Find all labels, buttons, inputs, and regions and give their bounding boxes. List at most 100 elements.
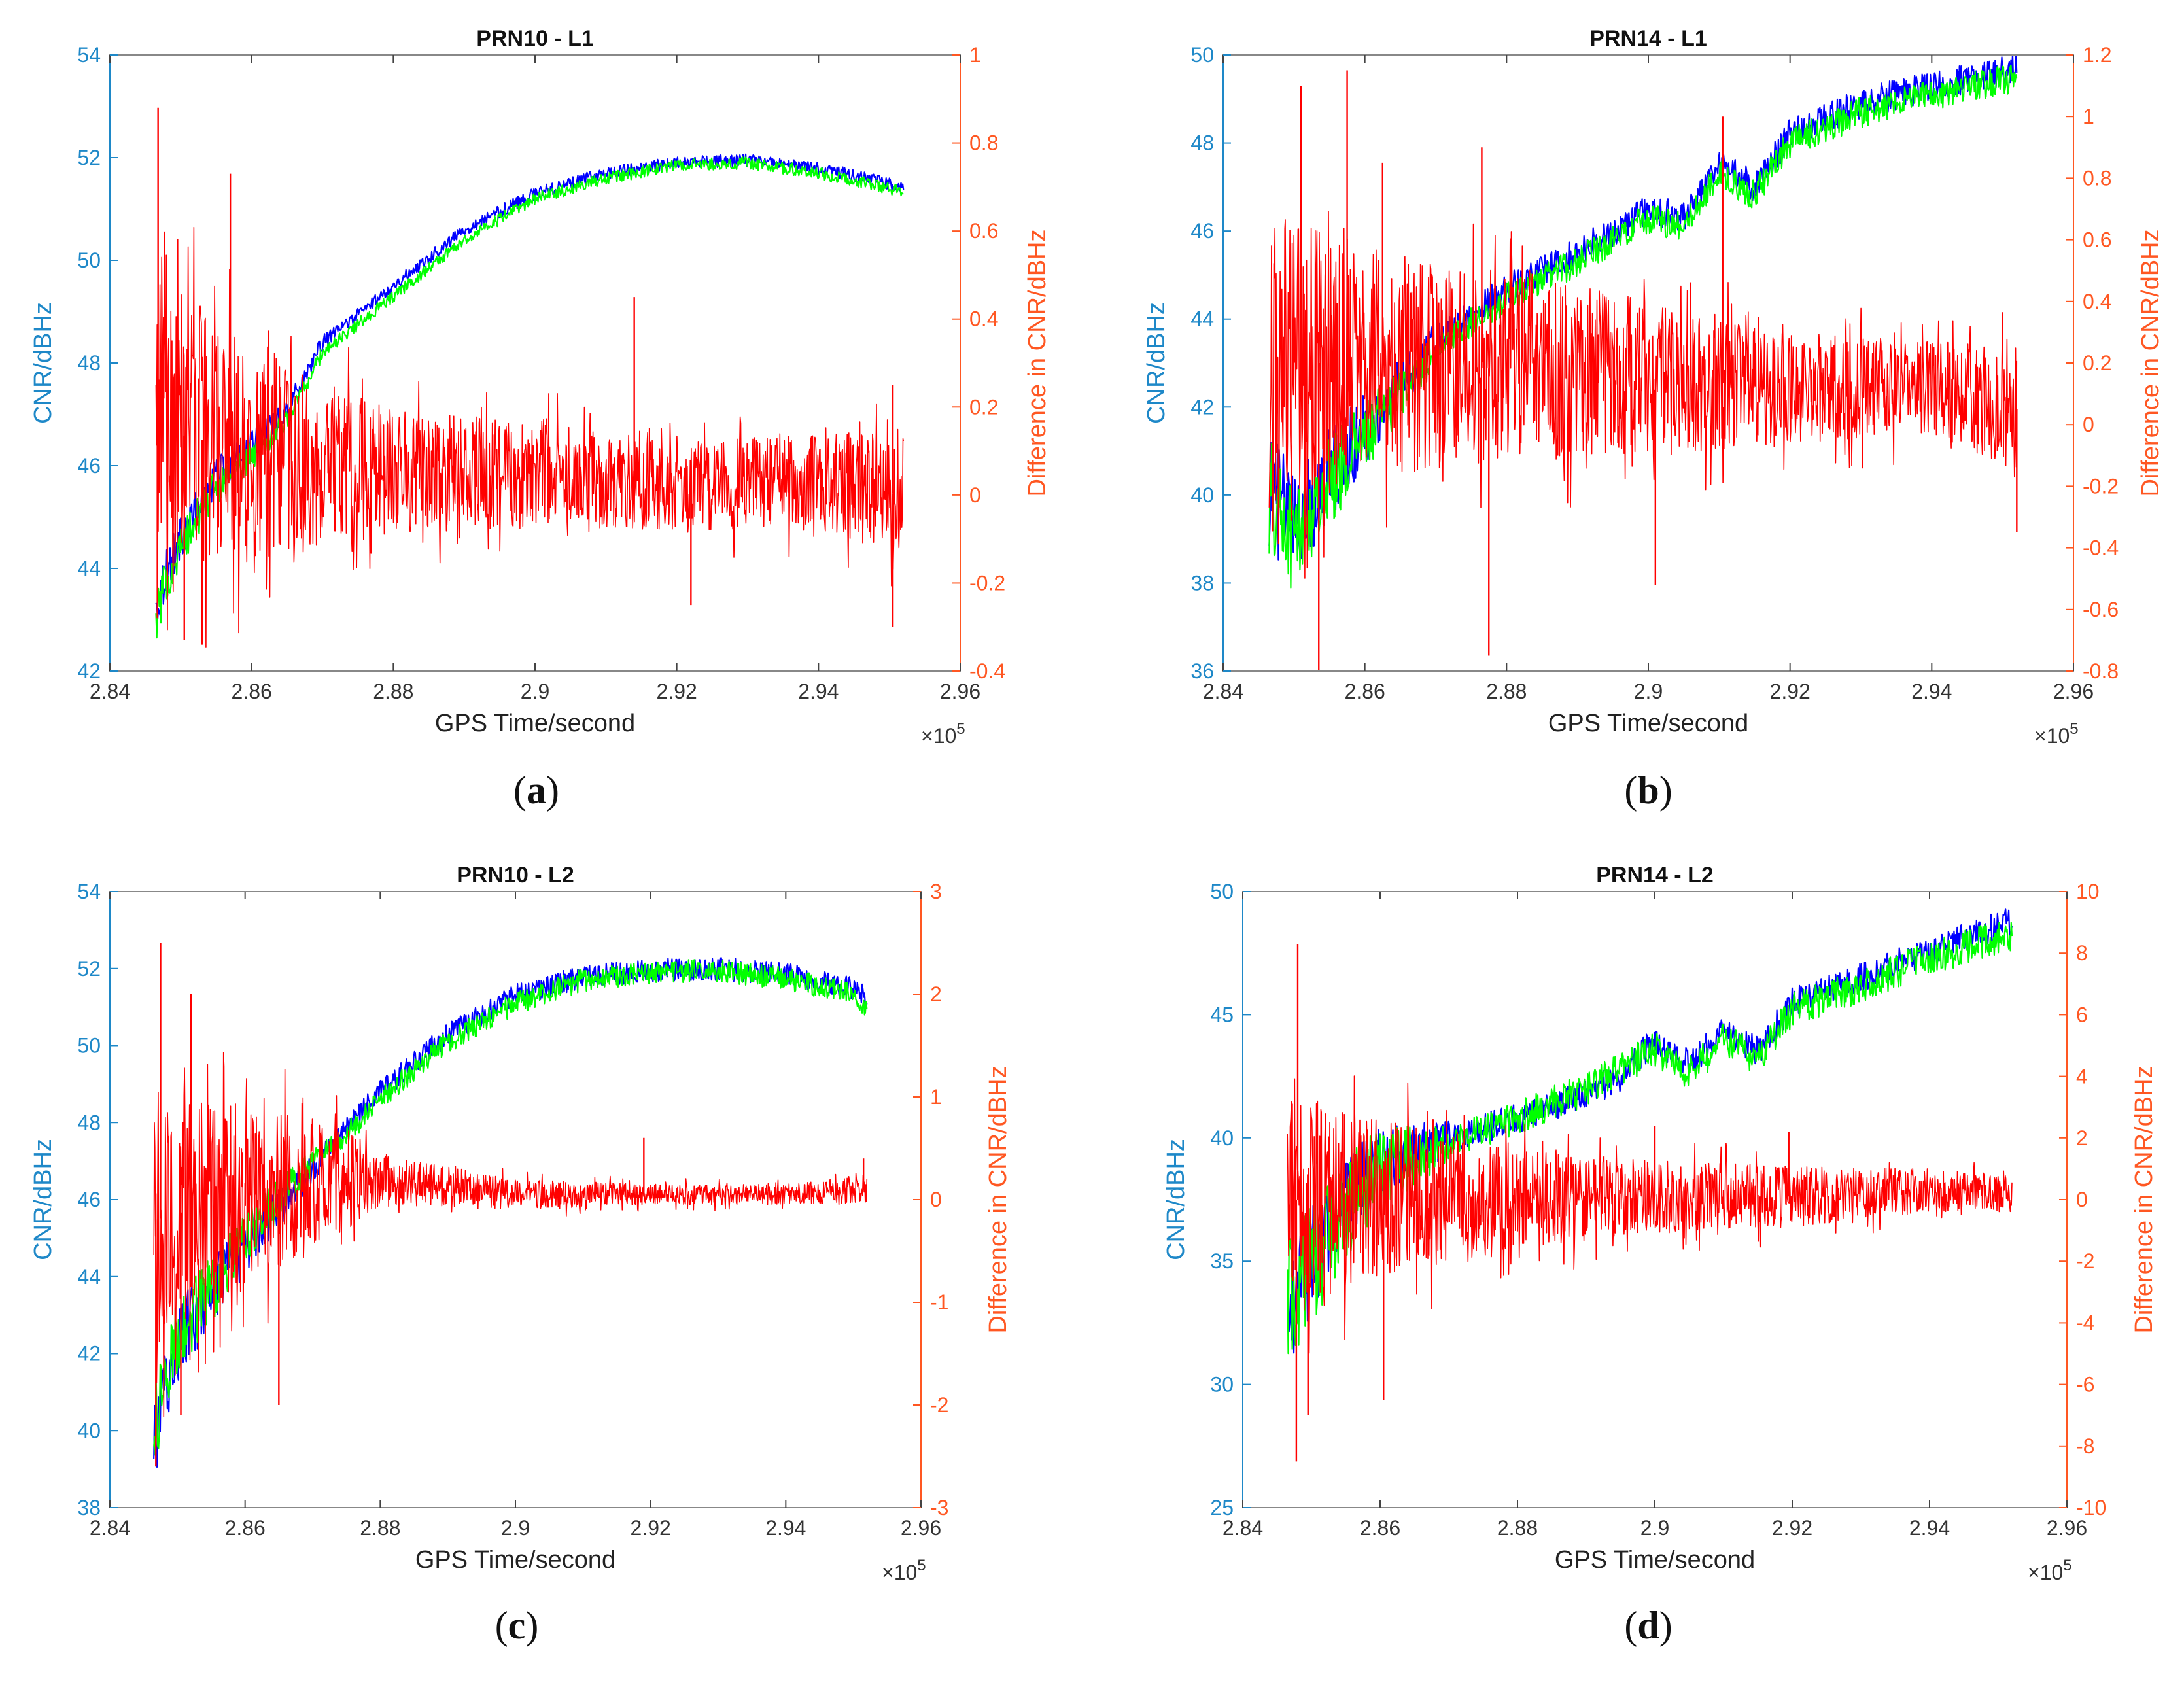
y-tick-label: 42 [1190, 395, 1214, 419]
x-tick-label: 2.92 [1770, 680, 1811, 703]
y-tick-label: 40 [1190, 483, 1214, 507]
y2-axis-label: Difference in CNR/dBHz [1024, 229, 1051, 496]
y-tick-label: 50 [1190, 43, 1214, 67]
chart-title: PRN10 - L2 [457, 863, 574, 888]
y2-tick-label: 0 [2083, 413, 2094, 436]
x-tick-label: 2.88 [1486, 680, 1527, 703]
x-multiplier: ×105 [921, 720, 965, 748]
y-tick-label: 50 [1210, 880, 1234, 903]
plot-area [110, 55, 960, 671]
x-tick-label: 2.86 [225, 1516, 266, 1540]
chart-title: PRN14 - L2 [1596, 863, 1714, 888]
series-line-red-a [155, 226, 905, 648]
x-tick-label: 2.86 [1360, 1516, 1400, 1540]
x-tick-label: 2.84 [90, 1516, 130, 1540]
y-tick-label: 50 [77, 1034, 101, 1058]
y-tick-label: 44 [77, 1265, 101, 1289]
y-tick-label: 38 [77, 1496, 101, 1519]
y-tick-label: 50 [77, 249, 101, 272]
subfigure-label: (b) [1624, 769, 1672, 812]
y2-tick-label: -1 [930, 1291, 948, 1314]
y2-tick-label: 6 [2076, 1003, 2088, 1026]
y-tick-label: 30 [1210, 1373, 1234, 1396]
y2-tick-label: -2 [930, 1393, 948, 1417]
x-multiplier-exponent: 5 [956, 720, 965, 738]
series-line-red-b [1268, 211, 2018, 579]
y2-tick-label: -3 [930, 1496, 948, 1519]
y-tick-label: 46 [77, 1188, 101, 1211]
y2-tick-label: -6 [2076, 1373, 2094, 1396]
x-multiplier-base: ×10 [2028, 1561, 2063, 1584]
y-tick-label: 48 [77, 351, 101, 375]
y2-tick-label: 0 [930, 1188, 942, 1211]
x-axis-label: GPS Time/second [1555, 1546, 1755, 1574]
x-tick-label: 2.84 [1203, 680, 1243, 703]
y-axis-label: CNR/dBHz [29, 302, 57, 424]
y-axis-label: CNR/dBHz [1162, 1139, 1190, 1260]
y2-tick-label: -0.2 [2083, 474, 2119, 498]
subfigure-paren-open: ( [513, 769, 527, 812]
subfigure-paren-close: ) [546, 769, 559, 812]
subfigure-paren-open: ( [1624, 769, 1637, 812]
y2-tick-label: -0.4 [969, 659, 1005, 683]
subfigure-paren-open: ( [1624, 1604, 1637, 1647]
x-multiplier-exponent: 5 [917, 1557, 926, 1574]
y-tick-label: 42 [77, 1342, 101, 1366]
y-axis-label: CNR/dBHz [1143, 302, 1170, 424]
y-tick-label: 46 [1190, 219, 1214, 243]
y2-tick-label: 1 [969, 43, 981, 67]
y2-tick-label: -0.4 [2083, 536, 2119, 560]
y2-tick-label: 2 [930, 982, 942, 1006]
y-tick-label: 54 [77, 43, 101, 67]
chart-panel-a: 2.84 2.86 2.88 2.9 2.92 2.94 2.964244464850525… [29, 26, 1051, 812]
y-tick-label: 35 [1210, 1249, 1234, 1273]
data-layer [1287, 908, 2013, 1462]
subfigure-label: (a) [513, 769, 559, 812]
subfigure-paren-close: ) [1659, 769, 1673, 812]
series-line-red-c [153, 1052, 868, 1417]
x-multiplier-base: ×10 [2034, 724, 2070, 748]
y2-tick-label: 0.6 [2083, 228, 2111, 252]
x-tick-label: 2.92 [631, 1516, 671, 1540]
y-tick-label: 42 [77, 659, 101, 683]
x-multiplier-base: ×10 [921, 724, 956, 748]
subfigure-label: (c) [495, 1604, 539, 1647]
y2-tick-label: 0 [969, 483, 981, 507]
x-tick-label: 2.94 [765, 1516, 806, 1540]
y-tick-label: 40 [1210, 1126, 1234, 1150]
chart-panel-d: 2.84 2.86 2.88 2.9 2.92 2.94 2.96253035404550-… [1162, 863, 2158, 1647]
x-tick-label: 2.86 [232, 680, 272, 703]
subfigure-letter: d [1637, 1604, 1659, 1647]
y2-tick-label: 1 [930, 1085, 942, 1109]
subfigure-letter: b [1637, 769, 1659, 812]
subfigure-paren-close: ) [1659, 1604, 1673, 1647]
subfigure-paren-open: ( [495, 1604, 508, 1647]
y2-axis-label: Difference in CNR/dBHz [2130, 1066, 2158, 1333]
y2-tick-label: 0.4 [969, 307, 998, 331]
y2-tick-label: 4 [2076, 1065, 2088, 1088]
y-axis-label: CNR/dBHz [29, 1139, 57, 1260]
y-tick-label: 40 [77, 1419, 101, 1442]
y2-tick-label: -0.2 [969, 571, 1005, 595]
x-tick-label: 2.88 [360, 1516, 400, 1540]
subfigure-letter: a [527, 769, 546, 812]
y2-tick-label: 0.2 [969, 395, 998, 419]
x-tick-label: 2.94 [798, 680, 839, 703]
y-tick-label: 45 [1210, 1003, 1234, 1026]
y-tick-label: 52 [77, 957, 101, 980]
y2-tick-label: -2 [2076, 1249, 2094, 1273]
x-multiplier: ×105 [2028, 1557, 2072, 1584]
data-layer [155, 107, 905, 648]
y2-tick-label: 10 [2076, 880, 2100, 903]
y2-tick-label: 0.8 [2083, 166, 2111, 190]
x-tick-label: 2.92 [1772, 1516, 1812, 1540]
y2-tick-label: -0.6 [2083, 598, 2119, 621]
x-multiplier: ×105 [882, 1557, 926, 1584]
y2-tick-label: 8 [2076, 941, 2088, 965]
y-tick-label: 52 [77, 146, 101, 169]
y2-tick-label: 1.2 [2083, 43, 2111, 67]
x-tick-label: 2.94 [1911, 680, 1952, 703]
x-axis-label: GPS Time/second [435, 710, 635, 737]
x-multiplier-exponent: 5 [2070, 720, 2078, 738]
y2-tick-label: 0.2 [2083, 351, 2111, 375]
